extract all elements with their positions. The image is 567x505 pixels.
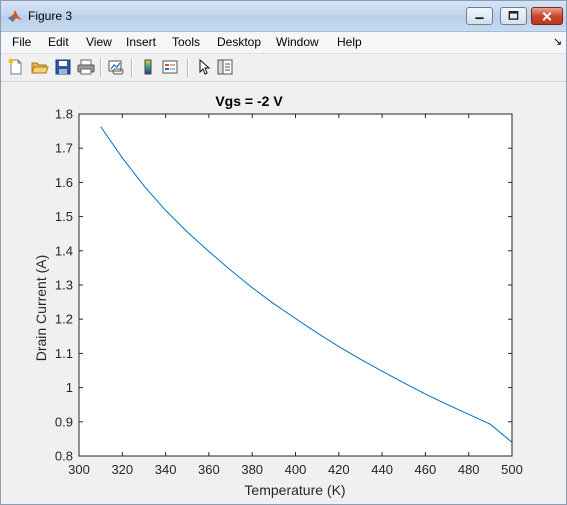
toolbar-separator: [100, 58, 102, 77]
x-tick-label: 500: [501, 462, 523, 477]
maximize-button[interactable]: [500, 7, 527, 25]
x-tick-label: 380: [241, 462, 263, 477]
x-tick-label: 440: [371, 462, 393, 477]
save-icon[interactable]: [54, 58, 72, 76]
matlab-logo-icon: [8, 10, 22, 22]
menu-edit[interactable]: Edit: [48, 35, 69, 49]
menu-view[interactable]: View: [86, 35, 112, 49]
y-tick-label: 1.2: [55, 312, 73, 327]
x-tick-label: 480: [458, 462, 480, 477]
property-editor-icon[interactable]: [216, 58, 234, 76]
y-axis-label: Drain Current (A): [33, 255, 49, 362]
colorbar-icon[interactable]: [139, 58, 157, 76]
menu-tools[interactable]: Tools: [172, 35, 201, 49]
x-axis-label: Temperature (K): [244, 482, 345, 498]
print-icon[interactable]: [77, 58, 95, 76]
toolbar-separator: [187, 58, 189, 77]
menu-help[interactable]: Help: [337, 35, 362, 49]
minimize-button[interactable]: [466, 7, 493, 25]
x-tick-label: 460: [415, 462, 437, 477]
y-tick-label: 1: [66, 380, 73, 395]
chart-title: Vgs = -2 V: [215, 93, 283, 109]
y-tick-label: 1.1: [55, 346, 73, 361]
pointer-icon[interactable]: [195, 58, 213, 76]
open-file-icon[interactable]: [31, 58, 49, 76]
minimize-icon: [475, 17, 484, 20]
y-tick-label: 1.6: [55, 175, 73, 190]
toolbar: [1, 54, 566, 82]
y-tick-label: 1.8: [55, 107, 73, 122]
axes-background: [79, 114, 512, 456]
new-figure-icon[interactable]: [7, 58, 25, 76]
x-tick-label: 360: [198, 462, 220, 477]
axes-box: [78, 113, 513, 457]
x-tick-label: 320: [111, 462, 133, 477]
legend-icon[interactable]: [161, 58, 179, 76]
menu-bar: File Edit View Insert Tools Desktop Wind…: [1, 32, 566, 54]
toolbar-separator: [131, 58, 133, 77]
x-tick-label: 300: [68, 462, 90, 477]
menu-file[interactable]: File: [12, 35, 32, 49]
y-tick-label: 1.4: [55, 243, 73, 258]
link-plot-icon[interactable]: [107, 58, 125, 76]
line-chart: 300 320 340 360 380 400 420 440 460 480 500 0.8 0.9…: [33, 93, 523, 498]
y-tick-label: 1.3: [55, 278, 73, 293]
y-tick-label: 1.5: [55, 209, 73, 224]
x-tick-labels: 300 320 340 360 380 400 420 440 460 480 500: [68, 462, 523, 477]
close-icon: [542, 12, 552, 21]
y-tick-label: 0.9: [55, 414, 73, 429]
x-tick-label: 400: [285, 462, 307, 477]
x-tick-label: 340: [155, 462, 177, 477]
menu-desktop[interactable]: Desktop: [217, 35, 262, 49]
y-tick-label: 1.7: [55, 141, 73, 156]
maximize-icon: [508, 11, 519, 20]
menu-dock-arrow-icon[interactable]: ↘: [553, 36, 563, 48]
window-title: Figure 3: [28, 9, 73, 23]
series-line: [100, 126, 513, 443]
x-tick-label: 420: [328, 462, 350, 477]
figure-canvas: 300 320 340 360 380 400 420 440 460 480 500 0.8 0.9…: [2, 82, 566, 504]
close-button[interactable]: [531, 7, 563, 25]
y-tick-label: 0.8: [55, 449, 73, 464]
menu-insert[interactable]: Insert: [126, 35, 157, 49]
menu-window[interactable]: Window: [276, 35, 319, 49]
title-bar[interactable]: Figure 3: [1, 1, 566, 32]
y-tick-labels: 0.8 0.9 1 1.1 1.2 1.3 1.4 1.5 1.6 1.7 1.8: [55, 107, 73, 464]
